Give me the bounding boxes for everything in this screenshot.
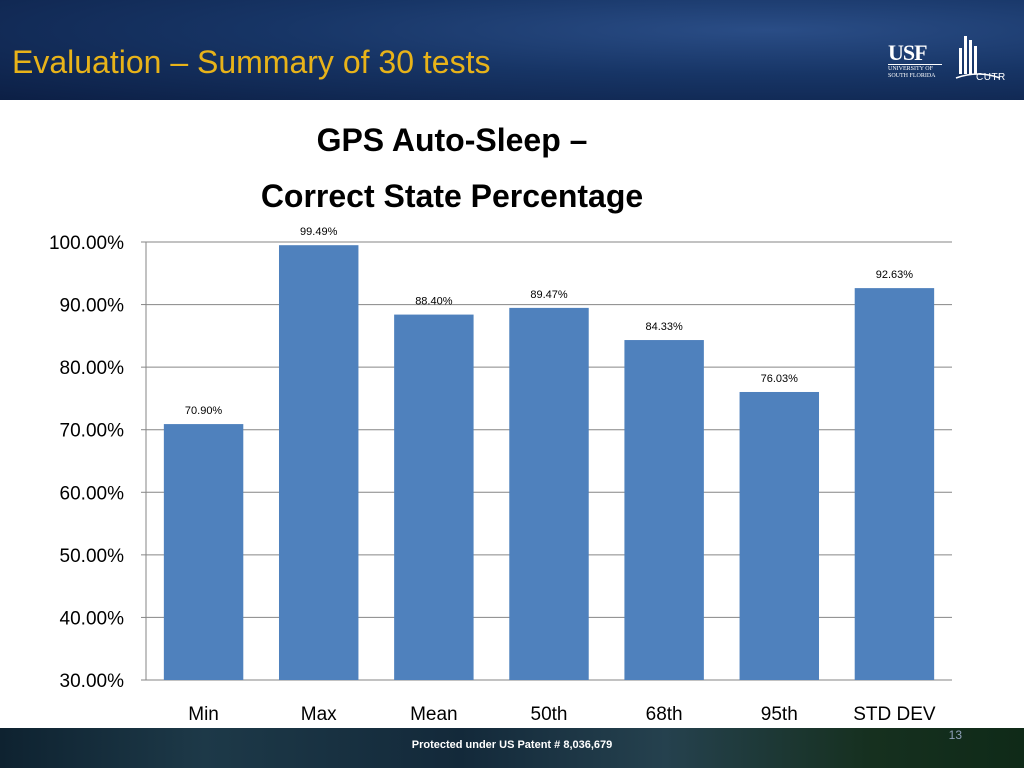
slide-header: Evaluation – Summary of 30 tests USF UNI…: [0, 0, 1024, 100]
usf-logo: USF UNIVERSITY OF SOUTH FLORIDA: [888, 40, 942, 84]
bar: [624, 340, 704, 680]
data-labels: 70.90% 99.49% 88.40% 89.47% 84.33% 76.03% 92.6…: [185, 226, 913, 417]
y-axis-tick-label: 40.00%: [60, 608, 125, 629]
usf-logo-rule: [888, 64, 942, 65]
page-number: 13: [948, 728, 962, 742]
x-axis-tick-label: Min: [188, 704, 219, 725]
data-label: 92.63%: [876, 269, 914, 281]
patent-notice: Protected under US Patent # 8,036,679: [411, 739, 613, 751]
bar: [509, 307, 589, 680]
y-axis-tick-label: 50.00%: [60, 546, 125, 567]
bar: [278, 245, 359, 680]
y-axis-tick-label: 60.00%: [60, 483, 125, 504]
y-axis-tick-label: 30.00%: [60, 671, 125, 692]
y-axis-tick-label: 100.00%: [49, 233, 124, 254]
x-axis-tick-label: 50th: [531, 704, 568, 725]
bar: [163, 424, 244, 680]
slide-title: Evaluation – Summary of 30 tests: [12, 44, 491, 80]
y-axis-tick-label: 80.00%: [60, 358, 125, 379]
chart-title-line-2: Correct State Percentage: [260, 178, 644, 214]
x-axis-tick-label: STD DEV: [853, 704, 936, 725]
bar: [739, 391, 820, 680]
cutr-logo-text: CUTR: [976, 72, 1006, 83]
y-axis-tick-label: 70.00%: [60, 421, 125, 442]
x-axis-tick-label: 95th: [761, 704, 798, 725]
data-label: 88.40%: [415, 296, 453, 308]
usf-logo-letters: USF: [888, 40, 928, 65]
x-axis-tick-label: 68th: [646, 704, 683, 725]
x-axis-tick-label: Max: [301, 704, 337, 725]
data-label: 76.03%: [761, 373, 799, 385]
x-axis-tick-labels: Min Max Mean 50th 68th 95th STD DEV: [188, 704, 936, 725]
data-label: 70.90%: [185, 405, 223, 417]
chart-title: GPS Auto-Sleep – Correct State Percentag…: [152, 112, 752, 224]
bars: [163, 245, 935, 680]
data-label: 89.47%: [530, 289, 568, 301]
y-axis-tick-labels: 30.00% 40.00% 50.00% 60.00% 70.00% 80.00% 90.0…: [49, 233, 124, 692]
cutr-logo-icon: [955, 36, 1001, 79]
logo-area: USF UNIVERSITY OF SOUTH FLORIDA CUTR: [884, 34, 1014, 90]
bar: [394, 314, 474, 680]
bar: [854, 288, 935, 680]
slide-footer: Protected under US Patent # 8,036,679 13: [0, 728, 1024, 768]
usf-logo-subtext: UNIVERSITY OF SOUTH FLORIDA: [888, 66, 936, 79]
data-label: 99.49%: [300, 226, 338, 238]
y-axis-tick-label: 90.00%: [60, 296, 125, 317]
x-axis-tick-label: Mean: [410, 704, 458, 725]
chart-title-line-1: GPS Auto-Sleep –: [316, 122, 588, 158]
data-label: 84.33%: [645, 321, 683, 333]
